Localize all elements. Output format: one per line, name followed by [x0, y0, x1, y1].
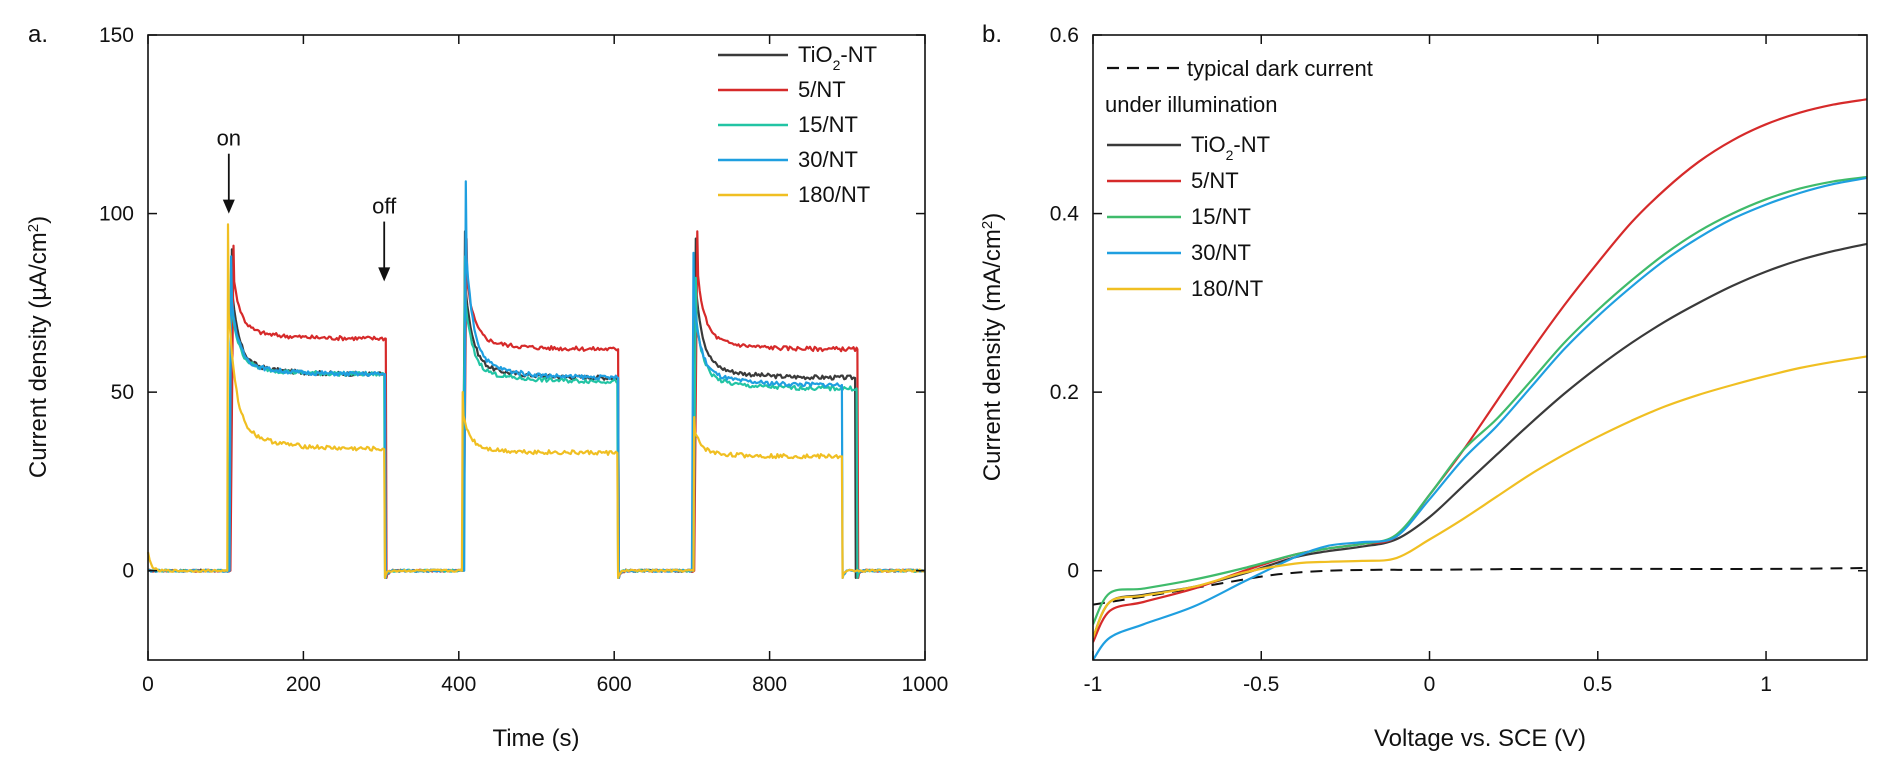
panel-a-annotation-arrow-head — [378, 267, 391, 282]
panel-b-series-line-tio — [1093, 242, 1867, 639]
panel-b: b. -1 -0.5 0 0.5 1 0 0.2 0.4 0.6 Voltage vs. SCE… — [979, 21, 1868, 752]
panel-a-plot-frame — [147, 34, 926, 661]
panel-b-x-tick-label: 1 — [1760, 673, 1772, 696]
panel-b-legend-entry: 180/NT — [1191, 276, 1263, 301]
panel-b-series-line-15nt — [1093, 175, 1867, 625]
panel-a-legend-entry: 30/NT — [798, 147, 858, 172]
panel-b-x-axis-label: Voltage vs. SCE (V) — [1374, 725, 1586, 752]
panel-a-annotation-on: on — [217, 126, 241, 151]
panel-a-series-line-5nt — [147, 230, 925, 579]
panel-b-legend-entry: 5/NT — [1191, 168, 1239, 193]
panel-a-y-tick-label: 100 — [99, 203, 134, 226]
panel-a-x-tick-label: 200 — [286, 673, 321, 696]
panel-a-legend-entry: TiO2-NT — [798, 42, 877, 73]
panel-a-x-tick-label: 1000 — [902, 673, 949, 696]
panel-a-legend-entry: 180/NT — [798, 182, 870, 207]
panel-b-legend: typical dark current under illumination Ti… — [1105, 56, 1373, 301]
panel-b-dark-current-line — [1093, 567, 1867, 606]
panel-a-y-tick-label: 150 — [99, 24, 134, 47]
panel-a-x-axis-label: Time (s) — [492, 725, 579, 752]
panel-a-annotations: on off — [217, 126, 397, 282]
panel-a-series-group — [146, 180, 926, 579]
panel-b-plot-frame — [1092, 34, 1868, 661]
panel-b-x-tick-label: 0.5 — [1583, 673, 1612, 696]
panel-b-legend-dark-current: typical dark current — [1187, 56, 1373, 81]
panel-a: a. 0 200 400 600 800 1000 0 50 100 150 on off Time… — [25, 21, 949, 752]
panel-a-series-line-180nt — [146, 223, 925, 579]
panel-a-legend: TiO2-NT 5/NT 15/NT 30/NT 180/NT — [718, 42, 877, 207]
panel-a-annotation-arrow-head — [222, 199, 235, 214]
panel-a-legend-entry: 15/NT — [798, 112, 858, 137]
panel-a-label: a. — [28, 21, 48, 48]
panel-a-series-line-tio — [147, 230, 926, 579]
panel-b-axes: -1 -0.5 0 0.5 1 0 0.2 0.4 0.6 — [1050, 24, 1867, 696]
panel-a-series-line-30nt — [147, 180, 925, 579]
panel-b-x-tick-label: 0 — [1424, 673, 1436, 696]
panel-b-y-tick-label: 0.6 — [1050, 24, 1079, 47]
panel-a-y-axis-label: Current density (µA/cm2) — [25, 216, 53, 478]
panel-b-y-tick-label: 0 — [1067, 560, 1079, 583]
panel-b-series-line-30nt — [1093, 176, 1867, 660]
panel-a-y-tick-label: 50 — [111, 381, 134, 404]
panel-b-series-group — [1093, 98, 1867, 660]
panel-b-legend-entry: TiO2-NT — [1191, 132, 1270, 163]
panel-a-series-line-15nt — [147, 255, 926, 579]
panel-b-y-axis-label: Current density (mA/cm2) — [979, 213, 1007, 481]
panel-a-x-tick-label: 600 — [597, 673, 632, 696]
panel-b-series-line-180nt — [1093, 355, 1867, 639]
panel-b-label: b. — [982, 21, 1002, 48]
panel-b-legend-entry: 15/NT — [1191, 204, 1251, 229]
panel-b-y-tick-label: 0.2 — [1050, 381, 1079, 404]
panel-b-x-tick-label: -1 — [1084, 673, 1103, 696]
panel-b-y-tick-label: 0.4 — [1050, 203, 1080, 226]
panel-a-y-tick-label: 0 — [122, 560, 134, 583]
panel-a-axes: 0 200 400 600 800 1000 0 50 100 150 — [99, 24, 948, 696]
panel-a-annotation-off: off — [372, 194, 397, 219]
panel-a-x-tick-label: 0 — [142, 673, 154, 696]
panel-b-x-tick-label: -0.5 — [1243, 673, 1279, 696]
panel-b-legend-header: under illumination — [1105, 92, 1277, 117]
panel-a-x-tick-label: 800 — [752, 673, 787, 696]
panel-a-x-tick-label: 400 — [441, 673, 476, 696]
panel-a-legend-entry: 5/NT — [798, 77, 846, 102]
panel-b-legend-entry: 30/NT — [1191, 240, 1251, 265]
